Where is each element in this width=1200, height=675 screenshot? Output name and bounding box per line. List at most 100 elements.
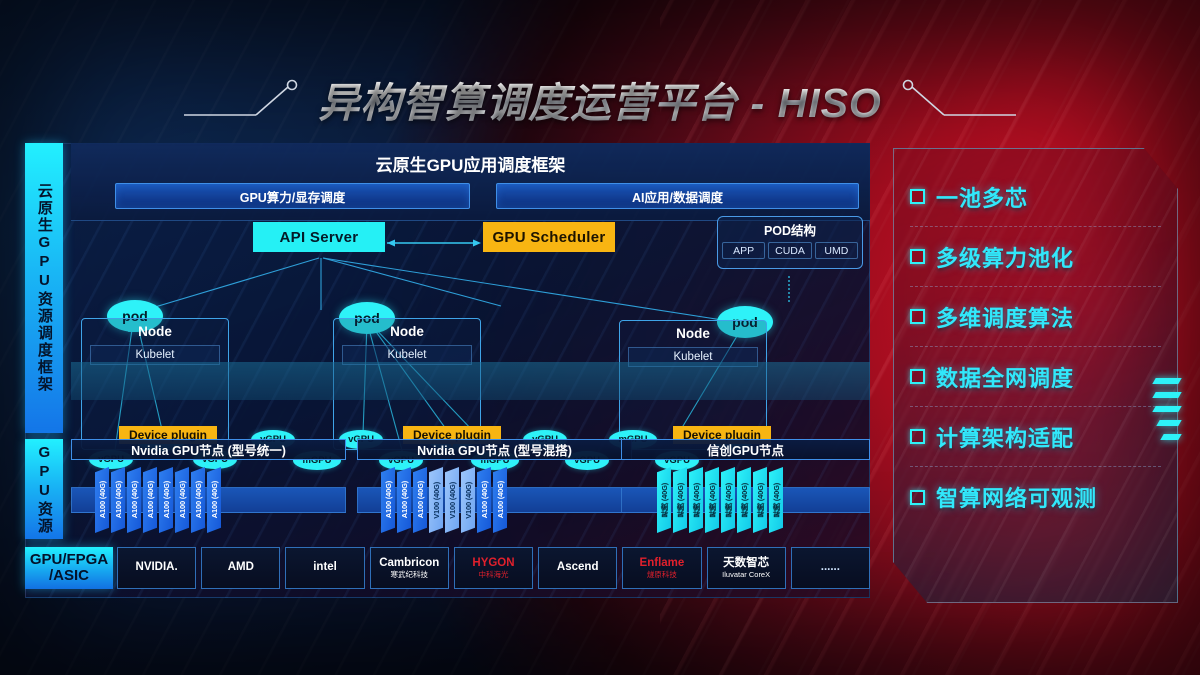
framework-bar-compute[interactable]: GPU算力/显存调度	[115, 183, 470, 209]
gpu-card-label: A100 (40G)	[113, 481, 123, 519]
pod-cell-umd: UMD	[814, 242, 858, 259]
feature-item-4[interactable]: 计算架构适配	[910, 407, 1161, 467]
vendor-name: HYGON	[472, 557, 515, 569]
gpu-card-label: A100 (40G)	[161, 481, 171, 519]
gpu-resource-layer: Nvidia GPU节点 (型号统一) A100 (40G) A100 (40G) A…	[71, 439, 870, 547]
gpu-card-label: 昇腾 (40G)	[755, 482, 765, 518]
gpu-card-label: A100 (40G)	[145, 481, 155, 519]
gpu-card-1-6[interactable]: A100 (40G)	[477, 467, 491, 533]
checkbox-square-icon	[910, 189, 925, 204]
hardware-label-line2: /ASIC	[48, 567, 89, 584]
gpu-card-0-4[interactable]: A100 (40G)	[159, 467, 173, 533]
vendor-logo-enflame-logo[interactable]: Enflame 燧原科技	[622, 547, 702, 589]
vendor-logo-cambricon-logo[interactable]: Cambricon 寒武纪科技	[369, 547, 449, 589]
gpu-card-2-0[interactable]: 昇腾 (40G)	[657, 467, 671, 533]
vendor-name: Cambricon	[379, 557, 440, 569]
gpu-card-2-5[interactable]: 昇腾 (40G)	[737, 467, 751, 533]
gpu-card-2-7[interactable]: 昇腾 (40G)	[769, 467, 783, 533]
gpu-node-title-1: Nvidia GPU节点 (型号混搭)	[357, 439, 632, 460]
vendor-name: Ascend	[556, 561, 599, 574]
checkbox-square-icon	[910, 309, 925, 324]
gpu-card-label: 昇腾 (40G)	[691, 482, 701, 518]
gpu-card-1-5[interactable]: V100 (40G)	[461, 467, 475, 533]
gpu-card-label: 昇腾 (40G)	[723, 482, 733, 518]
gpu-card-label: A100 (40G)	[383, 481, 393, 519]
gpu-card-stack-0: A100 (40G) A100 (40G) A100 (40G) A100 (40G)…	[95, 467, 221, 533]
gpu-card-0-2[interactable]: A100 (40G)	[127, 467, 141, 533]
gpu-virtualization-band	[71, 362, 870, 400]
gpu-card-2-6[interactable]: 昇腾 (40G)	[753, 467, 767, 533]
pod-structure-box: POD结构 APP CUDA UMD	[717, 216, 863, 269]
gpu-card-1-2[interactable]: A100 (40G)	[413, 467, 427, 533]
title-left-decoration	[184, 79, 298, 116]
gpu-card-label: A100 (40G)	[177, 481, 187, 519]
vendor-logo-iluvatar-logo[interactable]: 天数智芯 Iluvatar CoreX	[706, 547, 786, 589]
vendor-name: intel	[313, 561, 337, 574]
gpu-card-0-7[interactable]: A100 (40G)	[207, 467, 221, 533]
gpu-card-0-5[interactable]: A100 (40G)	[175, 467, 189, 533]
vendor-subname: Iluvatar CoreX	[722, 569, 771, 579]
gpu-card-2-4[interactable]: 昇腾 (40G)	[721, 467, 735, 533]
gpu-card-2-2[interactable]: 昇腾 (40G)	[689, 467, 703, 533]
gpu-card-1-0[interactable]: A100 (40G)	[381, 467, 395, 533]
gpu-card-label: 昇腾 (40G)	[675, 482, 685, 518]
checkbox-square-icon	[910, 249, 925, 264]
hardware-label-line1: GPU/FPGA	[29, 550, 109, 568]
gpu-card-2-3[interactable]: 昇腾 (40G)	[705, 467, 719, 533]
gpu-card-2-1[interactable]: 昇腾 (40G)	[673, 467, 687, 533]
vendor-logo-nvidia-logo[interactable]: NVIDIA.	[117, 547, 197, 589]
vendor-name: 天数智芯	[723, 557, 770, 569]
gpu-card-0-6[interactable]: A100 (40G)	[191, 467, 205, 533]
vendor-name: AMD	[227, 561, 254, 574]
vendor-logo-ellipsis-icon[interactable]: ......	[790, 547, 870, 589]
gpu-node-group-2: 信创GPU节点昇腾 (40G) 昇腾 (40G) 昇腾 (40G) 昇腾 (40G) 昇…	[621, 439, 870, 547]
gpu-card-label: V100 (40G)	[431, 481, 441, 519]
vendor-logo-hygon-logo[interactable]: HYGON 中科海光	[453, 547, 534, 589]
features-panel-stripes	[894, 149, 1177, 602]
gpu-scheduler-box[interactable]: GPU Scheduler	[483, 222, 615, 252]
vendor-name: NVIDIA.	[135, 561, 178, 574]
gpu-card-label: A100 (40G)	[193, 481, 203, 519]
gpu-card-label: V100 (40G)	[447, 481, 457, 519]
gpu-card-0-3[interactable]: A100 (40G)	[143, 467, 157, 533]
architecture-diagram: 云原生GPU资源调度框架 GPU资源 GPU/FPGA /ASIC 云原生GPU…	[25, 143, 870, 598]
gpu-card-1-3[interactable]: V100 (40G)	[429, 467, 443, 533]
feature-item-5[interactable]: 智算网络可观测	[910, 467, 1161, 527]
vendor-subname: 燧原科技	[646, 569, 677, 579]
checkbox-square-icon	[910, 429, 925, 444]
vendor-logo-intel-logo[interactable]: intel	[285, 547, 365, 589]
title-right-decoration	[902, 79, 1016, 116]
gpu-card-1-1[interactable]: A100 (40G)	[397, 467, 411, 533]
checkbox-square-icon	[910, 489, 925, 505]
gpu-card-label: A100 (40G)	[479, 481, 489, 519]
api-server-box[interactable]: API Server	[253, 222, 385, 252]
feature-label: 一池多芯	[936, 185, 1029, 211]
vendor-logo-ascend-logo[interactable]: Ascend	[538, 547, 618, 589]
pod-structure-cells: APP CUDA UMD	[718, 242, 862, 259]
vendor-logo-row: NVIDIA. AMD intel Cambricon 寒武纪科技 HYGON 中科海光 As…	[25, 547, 870, 589]
vendor-logo-amd-logo[interactable]: AMD	[201, 547, 281, 589]
gpu-card-0-1[interactable]: A100 (40G)	[111, 467, 125, 533]
pod-ellipse-1[interactable]: pod	[107, 300, 163, 332]
node-title-2: Node	[390, 324, 424, 339]
feature-item-0[interactable]: 一池多芯	[910, 167, 1161, 227]
framework-title: 云原生GPU应用调度框架	[375, 156, 566, 175]
gpu-node-group-0: Nvidia GPU节点 (型号统一) A100 (40G) A100 (40G) A…	[71, 439, 346, 547]
gpu-card-1-7[interactable]: A100 (40G)	[493, 467, 507, 533]
gpu-card-1-4[interactable]: V100 (40G)	[445, 467, 459, 533]
gpu-node-group-1: Nvidia GPU节点 (型号混搭) A100 (40G) A100 (40G) A…	[357, 439, 632, 547]
features-list: 一池多芯多级算力池化 多维调度算法数据全网调度计算架构适配 智算网络可观测	[894, 167, 1177, 527]
gpu-card-0-0[interactable]: A100 (40G)	[95, 467, 109, 533]
title-bar: 异构智算调度运营平台 - HISO	[0, 68, 1200, 130]
page-title: 异构智算调度运营平台 - HISO	[318, 69, 882, 129]
feature-label: 数据全网调度	[936, 365, 1075, 391]
gpu-card-label: 昇腾 (40G)	[707, 482, 717, 518]
gpu-card-label: A100 (40G)	[399, 481, 409, 519]
gpu-node-title-2: 信创GPU节点	[621, 439, 870, 460]
framework-bar-ai[interactable]: AI应用/数据调度	[496, 183, 859, 209]
feature-item-3[interactable]: 数据全网调度	[910, 347, 1161, 407]
gpu-card-label: A100 (40G)	[129, 481, 139, 519]
feature-item-1[interactable]: 多级算力池化	[910, 227, 1161, 287]
feature-item-2[interactable]: 多维调度算法	[910, 287, 1161, 347]
gpu-card-label: 昇腾 (40G)	[659, 482, 669, 518]
